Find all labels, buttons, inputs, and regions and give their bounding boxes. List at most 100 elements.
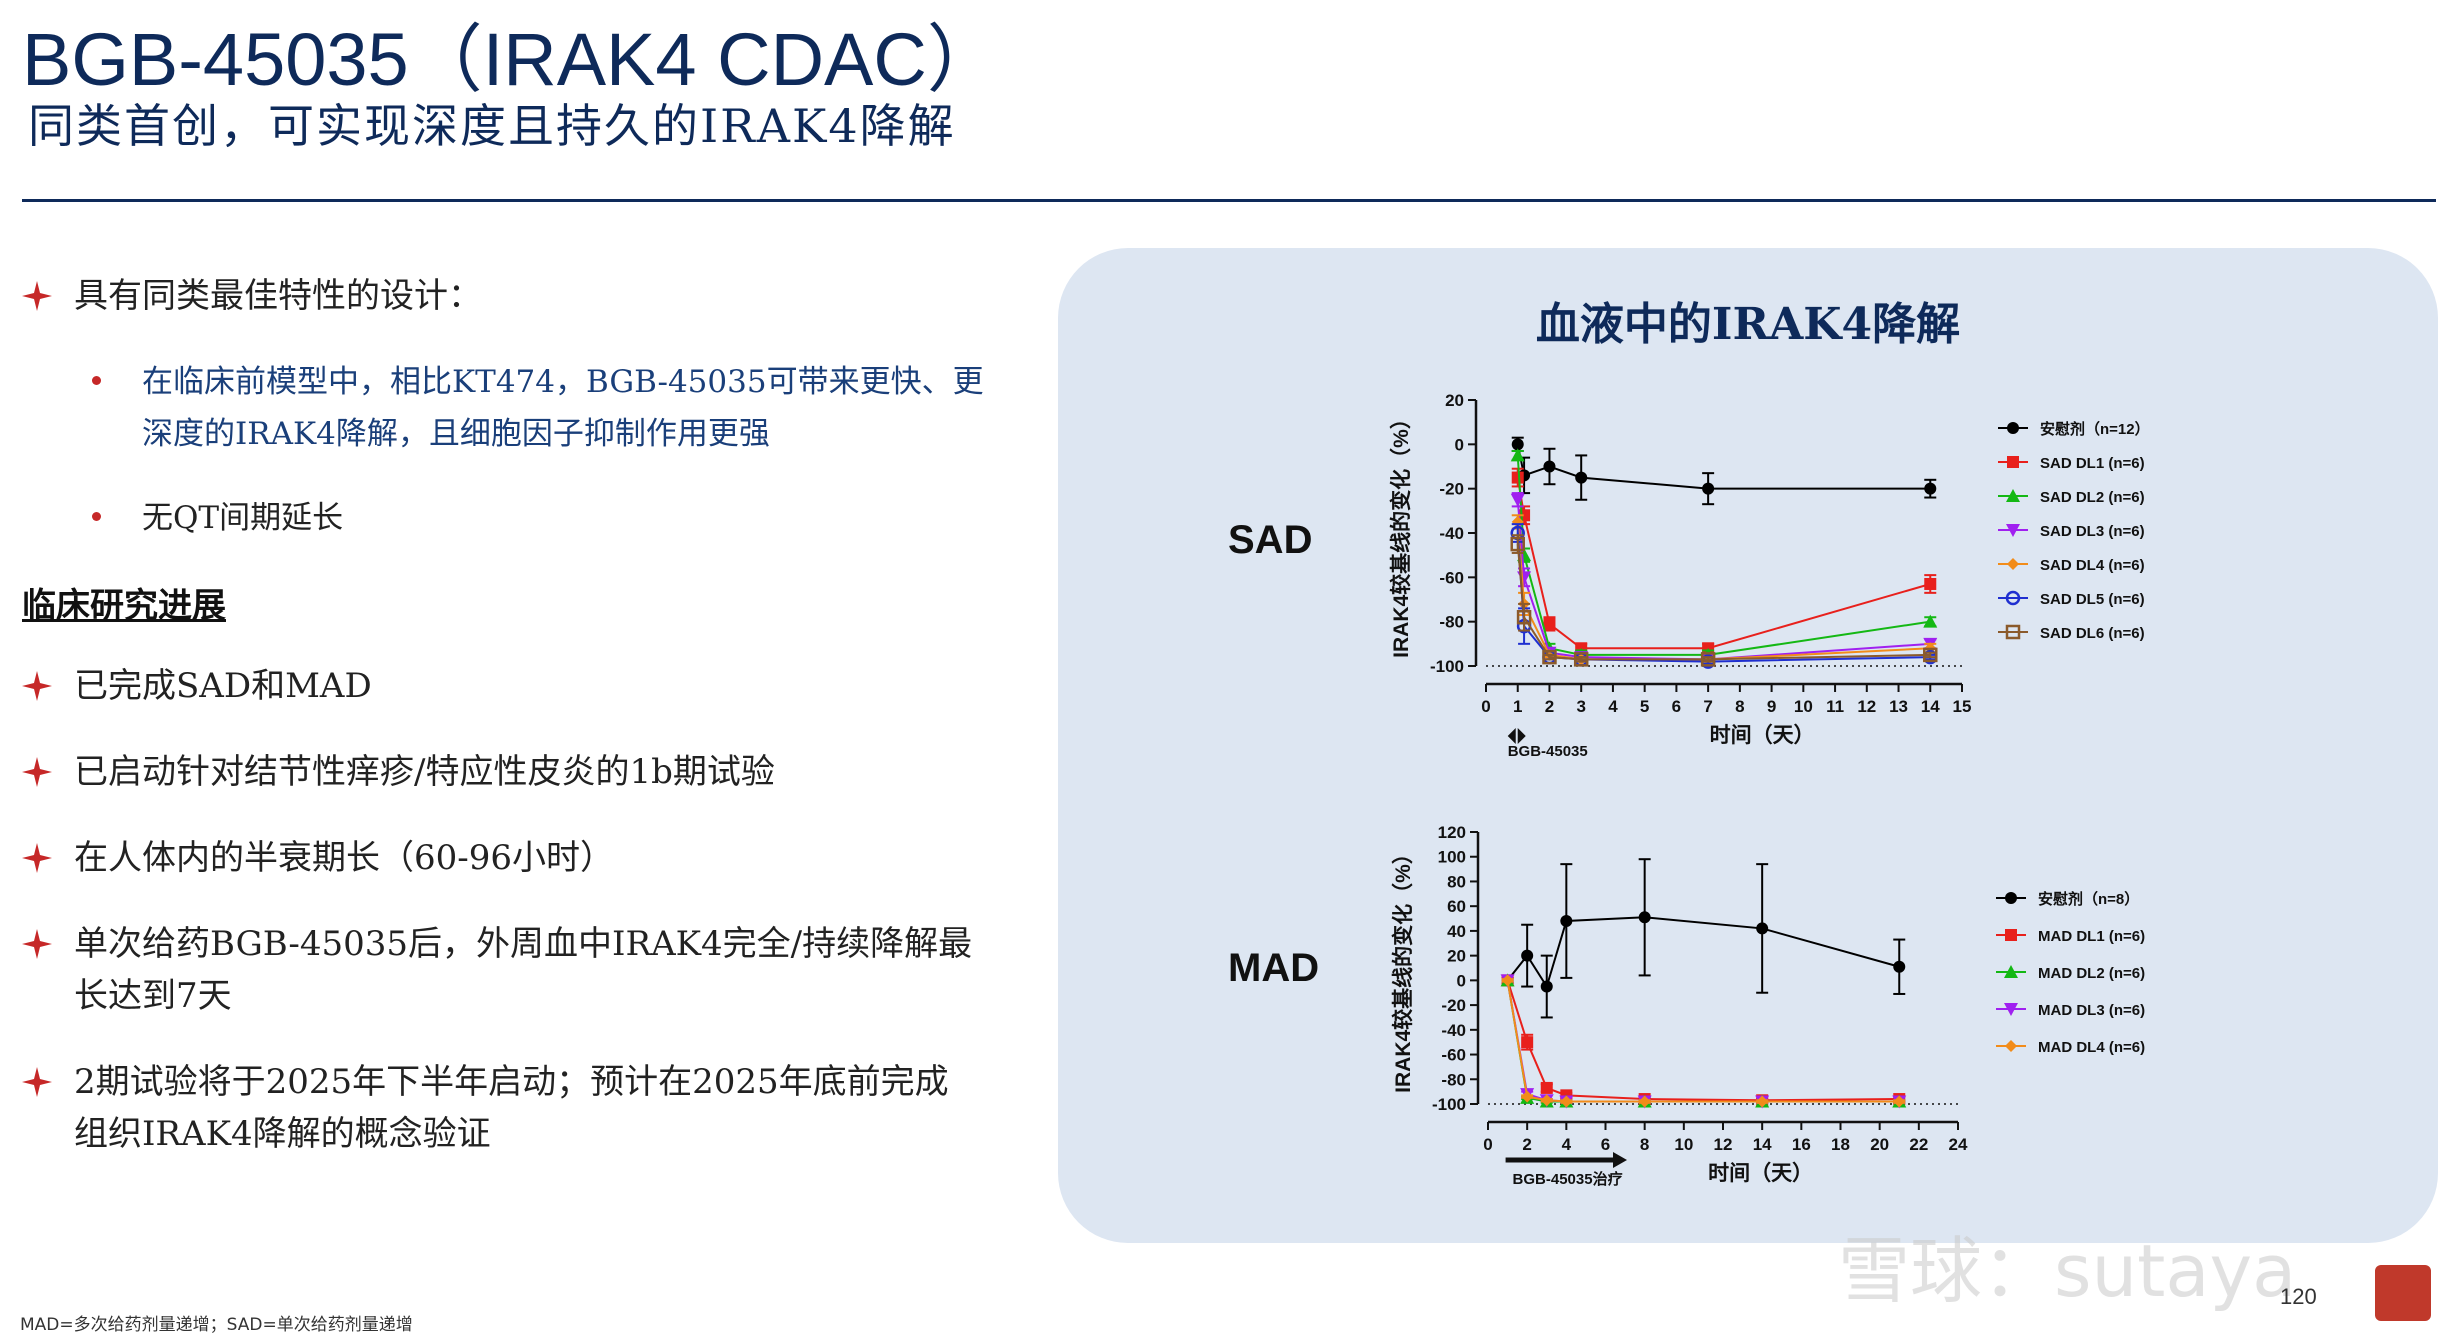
sad-series-line xyxy=(1516,455,1931,656)
mad-x-tick-label: 16 xyxy=(1792,1135,1811,1154)
sad-data-point xyxy=(1542,649,1557,665)
sad-x-tick-label: 8 xyxy=(1735,697,1744,716)
star-bullet-icon xyxy=(22,274,52,311)
bullet-line: 2期试验将于2025年下半年启动；预计在2025年底前完成 xyxy=(74,1062,949,1102)
sad-legend-marker xyxy=(2006,489,2020,502)
sub-bullet-text: 在临床前模型中，相比KT474，BGB-45035可带来更快、更 深度的IRAK… xyxy=(142,356,1050,460)
mad-x-label: 时间（天） xyxy=(1708,1161,1813,1185)
sad-legend-label: SAD DL4 (n=6) xyxy=(2040,557,2145,574)
bullet-line: 组织IRAK4降解的概念验证 xyxy=(74,1114,491,1154)
mad-y-label: IRAK4较基线的变化（%） xyxy=(1391,843,1415,1093)
mad-legend-label: MAD DL2 (n=6) xyxy=(2038,965,2145,982)
mad-x-tick-label: 10 xyxy=(1674,1135,1693,1154)
sad-series-line xyxy=(1516,521,1931,661)
mad-legend-label: 安慰剂（n=8） xyxy=(2038,890,2139,908)
mad-x-tick-label: 24 xyxy=(1949,1135,1968,1154)
mad-y-tick-label: -20 xyxy=(1441,996,1466,1015)
sad-x-tick-label: 1 xyxy=(1513,697,1522,716)
mad-data-point xyxy=(1893,960,1906,973)
mad-data-point xyxy=(1501,974,1514,987)
bullet-line: 长达到7天 xyxy=(74,976,232,1016)
sad-x-label: 时间（天） xyxy=(1710,723,1815,747)
bullet-text: 单次给药BGB-45035后，外周血中IRAK4完全/持续降解最 长达到7天 xyxy=(74,918,1032,1022)
panel-title: 血液中的IRAK4降解 xyxy=(1535,299,1961,350)
mad-legend-marker xyxy=(2004,965,2018,978)
sad-y-tick-label: -80 xyxy=(1439,613,1464,632)
mad-legend-label: MAD DL4 (n=6) xyxy=(2038,1039,2145,1056)
mad-data-point xyxy=(1893,1095,1906,1108)
sad-label: SAD xyxy=(1228,518,1313,562)
sad-legend-label: SAD DL3 (n=6) xyxy=(2040,523,2145,540)
mad-x-tick-label: 6 xyxy=(1601,1135,1610,1154)
mad-y-tick-label: -100 xyxy=(1432,1095,1466,1114)
mad-x-tick-label: 12 xyxy=(1714,1135,1733,1154)
section-heading: 临床研究进展 xyxy=(22,586,226,626)
sad-data-point xyxy=(1573,652,1589,667)
sad-data-point xyxy=(1543,617,1556,630)
sad-dose-label: BGB-45035 xyxy=(1508,743,1588,760)
sad-data-point xyxy=(1575,471,1588,484)
sad-x-tick-label: 14 xyxy=(1921,697,1940,716)
star-bullet-icon xyxy=(22,1060,52,1097)
sad-data-point xyxy=(1510,448,1525,462)
mad-y-tick-label: 100 xyxy=(1438,848,1466,867)
slide-subtitle: 同类首创，可实现深度且持久的IRAK4降解 xyxy=(28,99,956,153)
mad-data-point xyxy=(1756,1095,1769,1108)
mad-y-tick-label: 0 xyxy=(1457,971,1466,990)
mad-x-tick-label: 20 xyxy=(1870,1135,1889,1154)
mad-series-line xyxy=(1506,980,1900,1103)
mad-data-point xyxy=(1521,949,1534,962)
sad-legend-label: 安慰剂（n=12） xyxy=(2040,420,2150,438)
sub-bullet-text: 无QT间期延长 xyxy=(142,500,344,536)
sad-legend-marker xyxy=(2007,422,2019,434)
mad-data-point xyxy=(1560,1095,1573,1108)
mad-x-tick-label: 2 xyxy=(1522,1135,1531,1154)
bullet-text: 在人体内的半衰期长（60-96小时） xyxy=(74,838,615,878)
mad-data-point xyxy=(1540,1081,1553,1094)
mad-y-tick-label: 60 xyxy=(1447,897,1466,916)
sad-data-point xyxy=(1702,482,1715,495)
dot-bullet-icon xyxy=(92,376,101,385)
sad-y-tick-label: -100 xyxy=(1430,657,1464,676)
mad-y-tick-label: -60 xyxy=(1441,1046,1466,1065)
sad-legend-label: SAD DL5 (n=6) xyxy=(2040,591,2145,608)
sad-data-point xyxy=(1700,652,1716,667)
bullet-line: 单次给药BGB-45035后，外周血中IRAK4完全/持续降解最 xyxy=(74,924,973,964)
sad-series-line xyxy=(1516,477,1931,650)
mad-dose-arrow xyxy=(1613,1152,1627,1168)
mad-data-point xyxy=(1521,1036,1534,1049)
page-number: 120 xyxy=(2280,1284,2317,1309)
sad-x-tick-label: 11 xyxy=(1826,697,1844,716)
mad-series-line xyxy=(1506,980,1900,1103)
mad-y-tick-label: 20 xyxy=(1447,947,1466,966)
mad-legend-marker xyxy=(2004,1003,2018,1016)
sad-data-point xyxy=(1510,493,1525,507)
chart-panel: 血液中的IRAK4降解 SAD MAD 20 0 -20 -40 -60 -80 -100 0… xyxy=(1058,248,2438,1243)
mad-legend-marker xyxy=(2005,1040,2017,1052)
mad-y-tick-label: -40 xyxy=(1441,1021,1466,1040)
sad-x-tick-label: 10 xyxy=(1794,697,1813,716)
sad-y-tick-label: -40 xyxy=(1439,524,1464,543)
sad-legend-marker xyxy=(2007,456,2019,468)
mad-x-tick-label: 22 xyxy=(1909,1135,1928,1154)
sad-legend-marker xyxy=(2005,590,2021,606)
bullet-text: 2期试验将于2025年下半年启动；预计在2025年底前完成 组织IRAK4降解的… xyxy=(74,1056,1032,1160)
sad-x-tick-label: 7 xyxy=(1703,697,1712,716)
mad-data-point xyxy=(1521,1090,1534,1103)
mad-label: MAD xyxy=(1228,946,1320,990)
sub-line: 深度的IRAK4降解，且细胞因子抑制作用更强 xyxy=(142,416,770,452)
mad-data-point xyxy=(1540,980,1553,993)
sad-dose-arrow xyxy=(1507,728,1516,744)
mad-x-tick-label: 8 xyxy=(1640,1135,1649,1154)
mad-dose-label: BGB-45035治疗 xyxy=(1513,1170,1623,1188)
mad-data-point xyxy=(1756,922,1769,935)
star-bullet-icon xyxy=(22,750,52,787)
sad-data-point xyxy=(1510,536,1525,552)
bullet-text: 已完成SAD和MAD xyxy=(74,666,372,706)
mad-y-tick-label: -80 xyxy=(1441,1070,1466,1089)
sad-data-point xyxy=(1516,609,1532,625)
sad-legend-label: SAD DL2 (n=6) xyxy=(2040,489,2145,506)
star-bullet-icon xyxy=(22,664,52,701)
dot-bullet-icon xyxy=(92,512,101,521)
sad-y-tick-label: 20 xyxy=(1445,391,1464,410)
